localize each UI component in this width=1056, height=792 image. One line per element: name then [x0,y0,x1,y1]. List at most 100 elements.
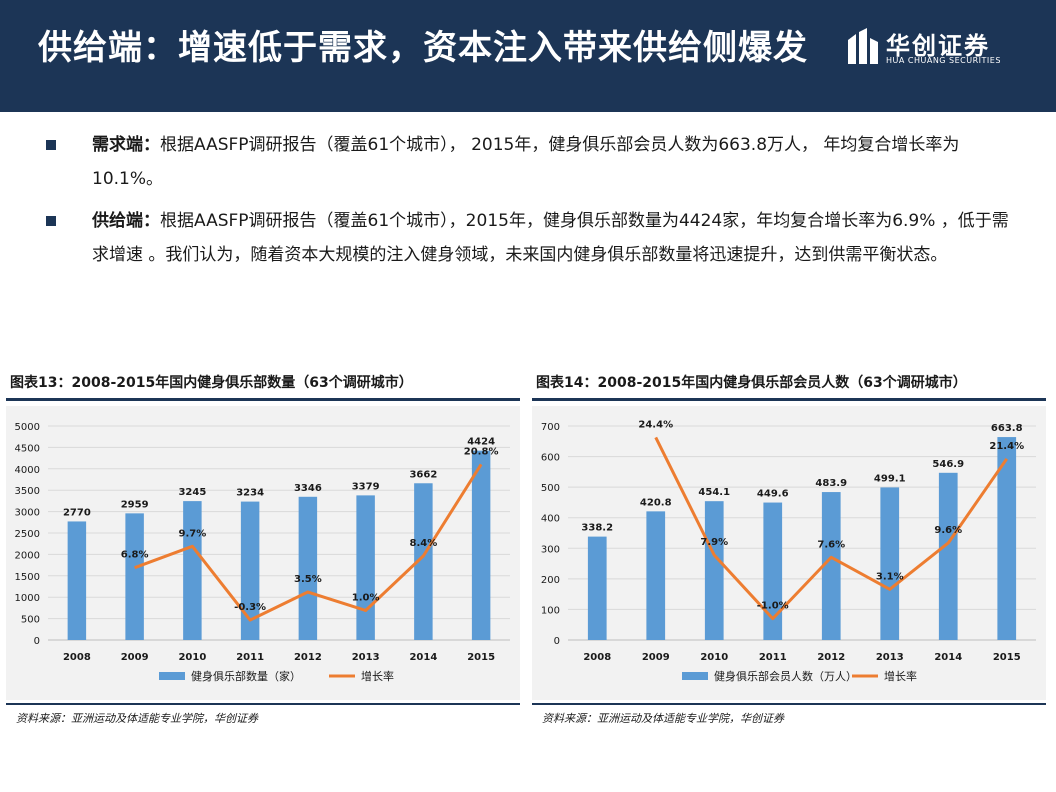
x-tick-label: 2015 [467,652,495,663]
x-tick-label: 2009 [121,652,149,663]
bar-value-label: 4424 [467,437,495,448]
bar [587,536,607,640]
growth-rate-label: 7.9% [700,537,728,548]
bullet-label: 需求端： [92,135,160,155]
y-tick-label: 1500 [15,572,40,583]
legend-bar-swatch [682,672,708,680]
chart-divider [532,398,1046,401]
x-tick-label: 2012 [817,652,845,663]
y-tick-label: 2000 [15,550,40,561]
chart-source: 资料来源：亚洲运动及体适能专业学院，华创证券 [16,712,258,725]
growth-rate-label: 1.0% [352,592,380,603]
legend-bar-label: 健身俱乐部会员人数（万人） [714,669,857,683]
growth-rate-label: 9.7% [179,528,207,539]
bar-value-label: 3346 [294,483,322,494]
bar [938,472,958,640]
bar-value-label: 663.8 [991,423,1023,434]
bar [125,513,144,640]
y-tick-label: 1000 [15,593,40,604]
bar-value-label: 3662 [409,469,437,480]
growth-rate-label: 3.5% [294,574,322,585]
chart-divider [6,398,520,401]
x-tick-label: 2012 [294,652,322,663]
bar-value-label: 2959 [121,499,149,510]
bar-value-label: 2770 [63,507,91,518]
bullet-list: 需求端：根据AASFP调研报告（覆盖61个城市）， 2015年，健身俱乐部会员人… [46,128,1016,280]
bar [763,502,783,640]
y-tick-label: 5000 [15,422,40,433]
chart-title: 图表14：2008-2015年国内健身俱乐部会员人数（63个调研城市） [536,375,967,391]
bar [704,501,724,640]
bar-value-label: 338.2 [581,523,613,534]
bar-value-label: 499.1 [874,473,906,484]
page-title: 供给端：增速低于需求，资本注入带来供给侧爆发 [38,28,808,68]
growth-rate-label: 3.1% [876,571,904,582]
growth-rate-label: 24.4% [638,419,673,430]
y-tick-label: 600 [541,453,560,464]
x-tick-label: 2011 [236,652,264,663]
y-tick-label: 300 [541,544,560,555]
bar-value-label: 3234 [236,488,264,499]
bar [646,511,666,640]
bar [183,501,202,640]
y-tick-label: 200 [541,575,560,586]
bar-value-label: 3245 [178,487,206,498]
bullet-demand: 需求端：根据AASFP调研报告（覆盖61个城市）， 2015年，健身俱乐部会员人… [46,128,1016,196]
chart-title: 图表13：2008-2015年国内健身俱乐部数量（63个调研城市） [10,375,413,391]
growth-rate-line [654,436,1008,621]
bar [821,492,841,640]
bullet-label: 供给端： [92,211,160,231]
x-tick-label: 2014 [934,652,962,663]
growth-rate-label: 6.8% [121,550,149,561]
x-tick-label: 2009 [642,652,670,663]
chart-divider [6,703,520,705]
growth-rate-label: 20.8% [464,446,499,457]
bar [880,487,900,640]
legend-bar-swatch [159,672,185,680]
chart-area: 0 500 1000 1500 2000 2500 3000 3500 4000 4500 5000… [6,406,520,700]
bar [298,496,318,640]
club-count-chart: 0 500 1000 1500 2000 2500 3000 3500 4000 4500 5000… [15,422,510,683]
y-tick-label: 500 [21,615,40,626]
bar [997,437,1017,640]
y-tick-label: 500 [541,483,560,494]
x-tick-label: 2010 [700,652,728,663]
y-tick-label: 100 [541,605,560,616]
legend-line-label: 增长率 [884,669,917,683]
x-tick-label: 2013 [876,652,904,663]
y-tick-label: 0 [554,636,560,647]
logo-text-cn: 华创证券 [886,32,990,60]
y-tick-label: 4500 [15,443,40,454]
y-tick-label: 2500 [15,529,40,540]
growth-rate-label: 21.4% [989,441,1024,452]
bullet-text: 根据AASFP调研报告（覆盖61个城市），2015年，健身俱乐部数量为4424家… [92,211,1009,265]
growth-rate-label: 9.6% [934,525,962,536]
growth-rate-line [134,463,483,622]
bullet-square-icon [46,140,56,150]
bar-value-label: 3379 [352,481,380,492]
bar-value-label: 546.9 [932,459,964,470]
legend-line-label: 增长率 [361,669,394,683]
chart-panel-member-count: 图表14：2008-2015年国内健身俱乐部会员人数（63个调研城市） 0 100… [532,368,1046,730]
growth-rate-label: 8.4% [410,538,438,549]
growth-rate-label: 7.6% [817,539,845,550]
chart-area: 0 100 200 300 400 500 600 700 338.2 420.8 454.1 449… [532,406,1046,700]
bar-value-label: 420.8 [640,497,672,508]
logo-text-en: HUA CHUANG SECURITIES [886,56,1001,65]
logo-mark-icon [848,28,878,64]
y-tick-label: 0 [34,636,40,647]
bar [67,521,87,640]
x-tick-label: 2011 [759,652,787,663]
growth-rate-label: -1.0% [757,601,789,612]
y-tick-label: 4000 [15,465,40,476]
y-tick-label: 3500 [15,486,40,497]
growth-rate-label: -0.3% [234,602,266,613]
bar [240,501,260,640]
chart-source: 资料来源：亚洲运动及体适能专业学院，华创证券 [542,712,784,725]
legend-bar-label: 健身俱乐部数量（家） [191,669,301,683]
company-logo: 华创证券 HUA CHUANG SECURITIES [846,26,1036,68]
y-tick-label: 3000 [15,508,40,519]
bar-value-label: 483.9 [815,478,847,489]
bullet-square-icon [46,216,56,226]
y-tick-label: 400 [541,514,560,525]
